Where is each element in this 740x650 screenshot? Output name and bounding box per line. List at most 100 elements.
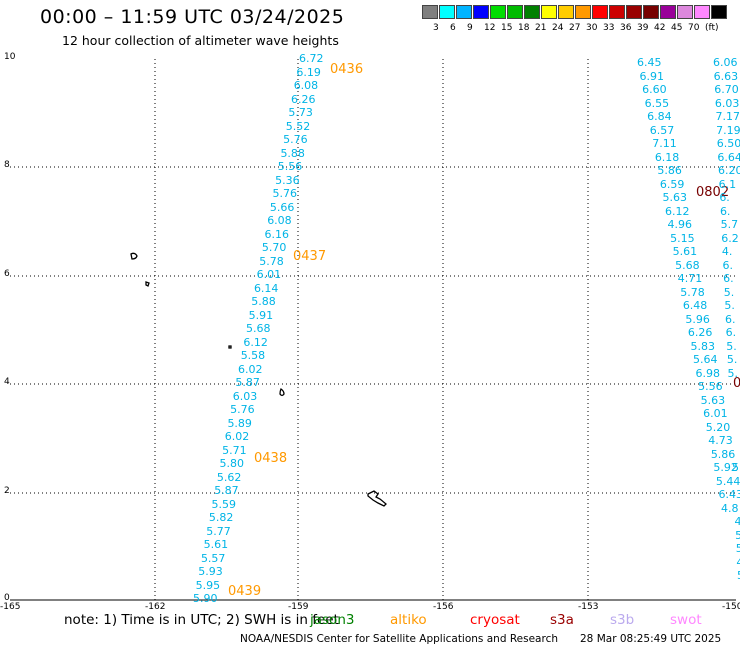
legend-label: 45 <box>671 23 683 33</box>
swh-value: 5.76 <box>272 187 298 200</box>
swh-value: 5.57 <box>200 551 226 565</box>
swh-value: 5.73 <box>288 106 313 119</box>
swh-value: 5 <box>737 569 740 582</box>
swh-value: 4.73 <box>708 434 733 447</box>
legend-label: 3 <box>433 23 439 33</box>
swh-value: 5.77 <box>206 524 231 538</box>
swh-value: 6.91 <box>639 69 665 83</box>
satellite-legend-entry: cryosat <box>470 612 520 628</box>
legend-swatch <box>439 5 455 19</box>
latitude-tick-label: 0 <box>4 593 10 603</box>
swh-value: 5.92 <box>713 461 738 474</box>
satellite-legend-entry: swot <box>670 612 702 628</box>
swh-value: 5. <box>724 299 735 312</box>
island-outline <box>145 281 150 287</box>
legend-swatch <box>456 5 472 19</box>
swh-value: 5.20 <box>705 420 731 434</box>
swh-value: 4.71 <box>677 272 703 285</box>
legend-swatch <box>558 5 574 19</box>
swh-value: 4.8 <box>721 501 739 515</box>
swh-value: 5.76 <box>230 403 255 416</box>
island-outline <box>367 490 387 507</box>
swh-value: 6.1 <box>718 177 737 191</box>
legend-label: 24 <box>552 23 564 33</box>
legend-swatch <box>524 5 540 19</box>
legend-label: 12 <box>484 23 496 33</box>
legend-swatch <box>507 5 523 19</box>
swh-value: 7.19 <box>716 123 740 137</box>
swh-value: 5.83 <box>690 339 715 353</box>
legend-label: 36 <box>620 23 632 33</box>
legend-swatch <box>490 5 506 19</box>
swh-value: 5.63 <box>662 191 687 204</box>
swh-value: 6.48 <box>682 299 708 312</box>
legend-label: 6 <box>450 23 456 33</box>
swh-value: 4. <box>721 245 733 258</box>
generated-timestamp: 28 Mar 08:25:49 UTC 2025 <box>580 633 722 645</box>
swh-value: 6.08 <box>293 79 319 92</box>
grid-lines <box>10 59 736 601</box>
swh-value: 6.26 <box>687 326 713 339</box>
swh-value: 5.68 <box>246 322 271 335</box>
swh-value: 6.08 <box>267 214 292 227</box>
longitude-tick-label: -165 <box>0 602 21 612</box>
swh-value: 5.66 <box>269 200 295 214</box>
legend-label: 15 <box>501 23 513 33</box>
satellite-legend-entry: s3b <box>610 612 635 628</box>
swh-value: 4.96 <box>667 218 693 231</box>
latitude-tick-label: 6 <box>4 269 10 279</box>
swh-value: 6.06 <box>713 56 738 69</box>
swh-value: 5.44 <box>715 474 740 488</box>
swh-value: 6. <box>719 191 730 204</box>
legend-swatch <box>541 5 557 19</box>
swh-value: 5.71 <box>222 443 247 457</box>
swh-value: 5.80 <box>219 457 245 470</box>
swh-value: 7.17 <box>715 110 740 123</box>
swh-value: 5.63 <box>700 393 726 407</box>
swh-value: 5.61 <box>203 538 229 551</box>
swh-value: 6.84 <box>647 110 672 123</box>
swh-value: 6.98 <box>695 366 721 380</box>
legend-label: 42 <box>654 23 666 33</box>
latitude-tick-label: 4 <box>4 377 10 387</box>
legend-swatch <box>694 5 710 19</box>
swh-value: 5.93 <box>198 565 223 578</box>
swh-value: 5.88 <box>280 146 305 160</box>
swh-value: 6. <box>725 326 737 339</box>
map-title: 00:00 – 11:59 UTC 03/24/2025 <box>40 6 345 28</box>
swh-value: 6.02 <box>238 362 263 376</box>
swh-value: 5.52 <box>285 119 311 133</box>
legend-swatch <box>473 5 489 19</box>
swh-value: 6. <box>719 204 731 218</box>
swh-value: 5.7 <box>720 218 739 231</box>
swh-value: 6.18 <box>654 150 680 164</box>
legend-label: 27 <box>569 23 581 33</box>
swh-value: 5.86 <box>710 447 736 461</box>
legend-label: (ft) <box>705 23 719 33</box>
swh-value: 6.16 <box>264 227 290 241</box>
swh-value: 5.58 <box>240 349 266 362</box>
swh-value: 5.90 <box>193 592 218 605</box>
latitude-tick-label: 10 <box>4 52 16 62</box>
swh-value: 5.70 <box>261 241 287 254</box>
latitude-tick-label: 8 <box>4 160 10 170</box>
swh-value: 6.43 <box>718 488 740 501</box>
swh-value: 6.19 <box>296 65 321 79</box>
satellite-legend-entry: s3a <box>550 612 574 628</box>
swh-value: 5.82 <box>208 511 234 524</box>
swh-value: 5.86 <box>657 164 682 177</box>
swh-value: 6.12 <box>665 204 690 218</box>
swh-value: 5.59 <box>211 497 237 511</box>
swh-value: 6.57 <box>649 123 675 137</box>
swh-value: 6.50 <box>716 137 740 150</box>
swh-value: 5. <box>735 542 740 555</box>
satellite-legend-entry: altiko <box>390 612 427 628</box>
swh-value: 6. <box>725 312 736 326</box>
legend-label: 70 <box>688 23 700 33</box>
swh-value: 5. <box>726 339 737 353</box>
swh-value: 5.62 <box>216 470 242 484</box>
swh-value: 5.78 <box>259 254 284 268</box>
swh-value: 5. <box>726 353 738 366</box>
swh-value: 6.03 <box>714 96 740 110</box>
swh-value: 6.14 <box>253 281 279 295</box>
